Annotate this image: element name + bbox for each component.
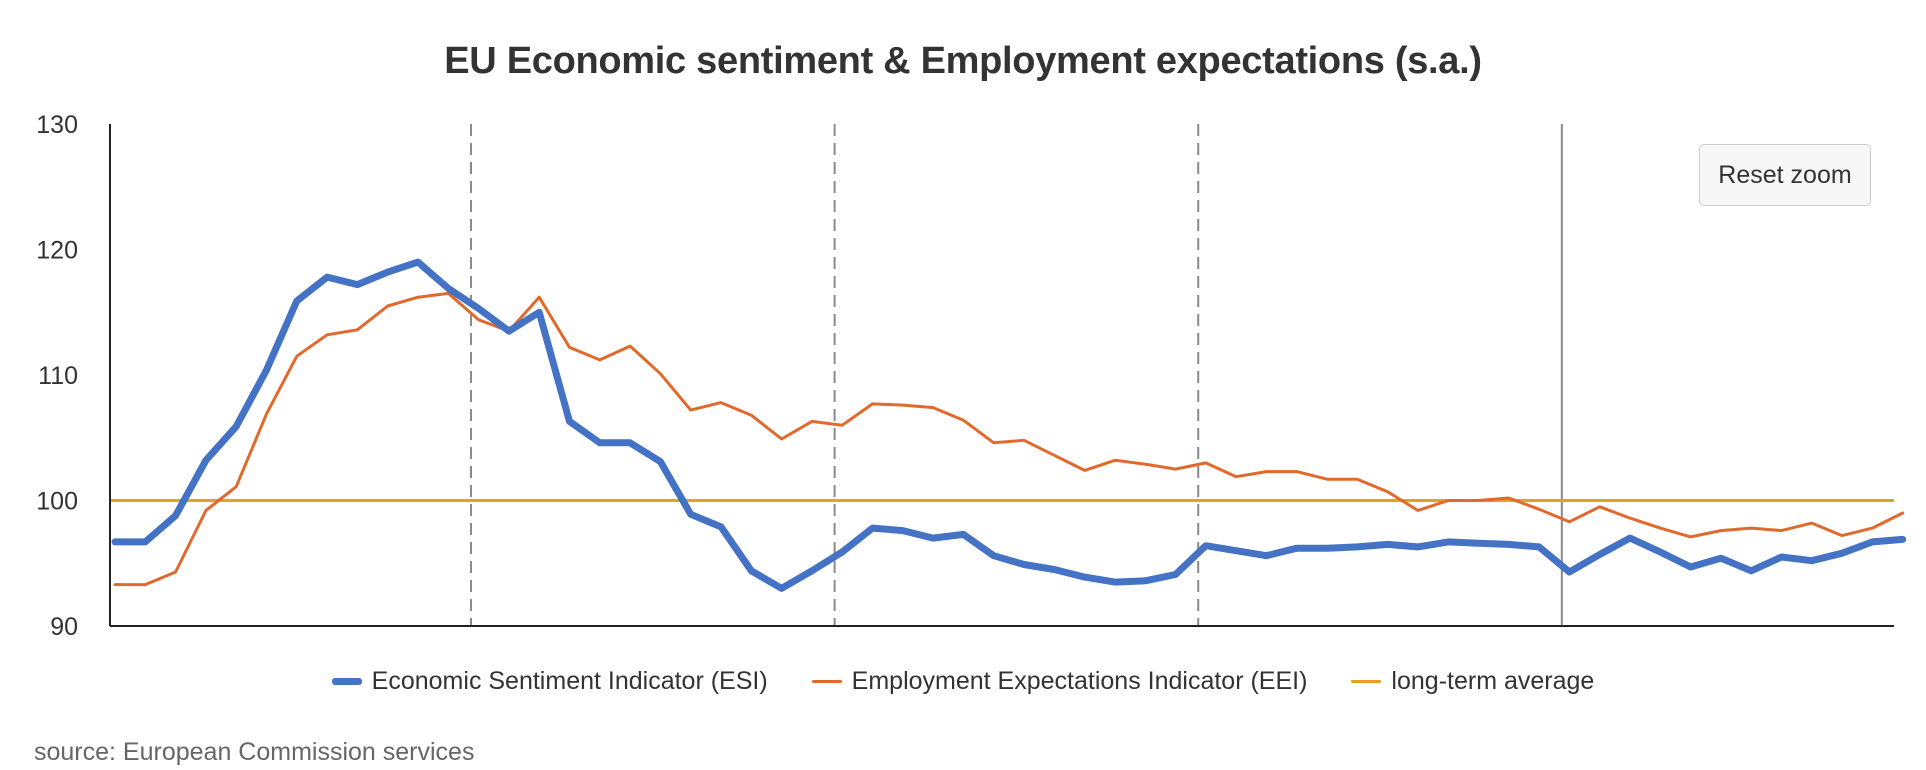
legend-item-esi[interactable]: Economic Sentiment Indicator (ESI) [331,666,768,696]
esi-series-layer [111,258,1907,592]
legend-swatch-esi [331,677,362,685]
legend-swatch-average [1351,679,1382,683]
chart-title: EU Economic sentiment & Employment expec… [444,40,1482,82]
axes [109,124,1894,627]
legend: Economic Sentiment Indicator (ESI) Emplo… [0,662,1926,700]
eei-series-layer [113,291,1905,587]
eei-line [113,291,1905,587]
legend-item-average[interactable]: long-term average [1351,667,1594,696]
source-note: source: European Commission services [34,738,475,766]
legend-item-eei[interactable]: Employment Expectations Indicator (EEI) [811,666,1308,696]
y-tick-label-110: 110 [38,362,78,390]
legend-label-esi: Economic Sentiment Indicator (ESI) [371,666,768,695]
y-tick-labels: 90 100 110 120 130 [36,111,78,641]
vertical-markers [470,124,1563,626]
y-tick-label-130: 130 [36,111,78,139]
legend-label-average: long-term average [1391,666,1595,695]
reset-zoom-button[interactable]: Reset zoom [1699,144,1871,206]
chart-plot-area: 90 100 110 120 130 [36,111,1907,641]
y-tick-label-120: 120 [36,237,78,265]
y-tick-label-100: 100 [36,488,78,516]
esi-line [111,258,1907,592]
y-tick-label-90: 90 [50,613,78,641]
legend-label-eei: Employment Expectations Indicator (EEI) [851,666,1308,695]
legend-swatch-eei [811,679,842,683]
